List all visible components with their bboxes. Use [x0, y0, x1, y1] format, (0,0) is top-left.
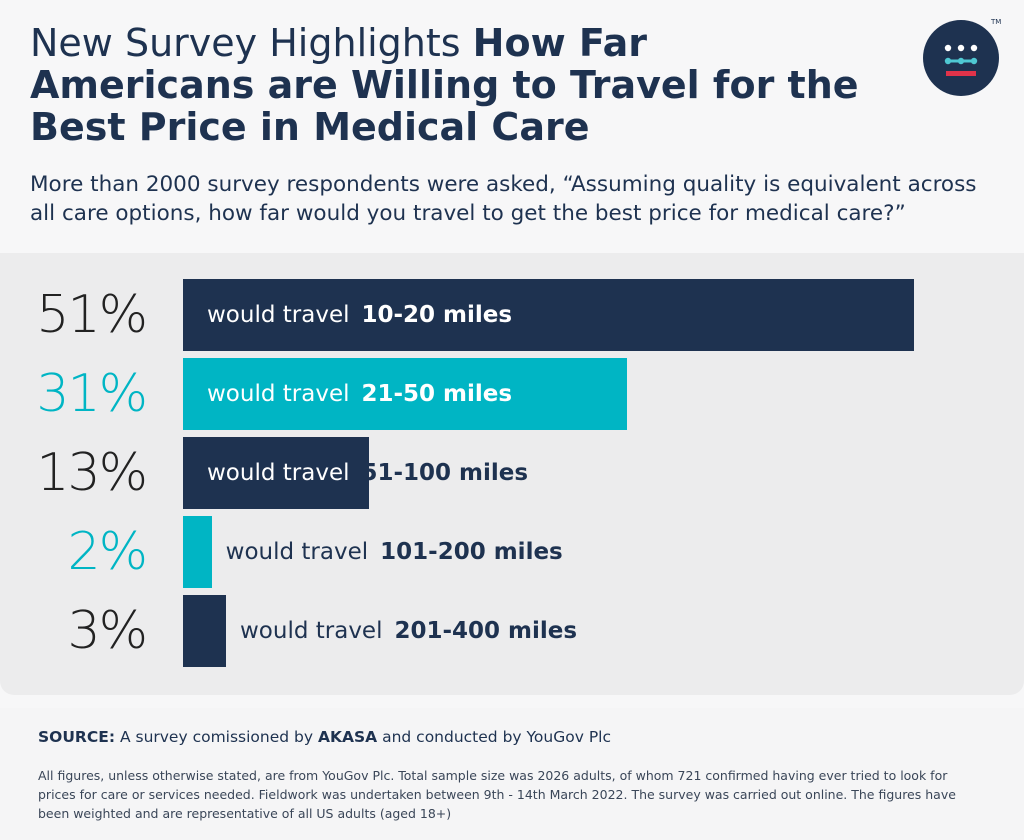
title-bold: How Far Americans are Willing to Travel …: [30, 21, 859, 149]
bar: [183, 595, 226, 667]
trademark: TM: [990, 18, 1001, 26]
percent-label: 2%: [67, 522, 149, 582]
percent-label: 3%: [67, 601, 149, 661]
bar-label: would travel 101-200 miles: [226, 516, 563, 588]
footnote: All figures, unless otherwise stated, ar…: [38, 768, 956, 821]
bar-label-category: 51-100 miles: [361, 460, 529, 486]
bar-label: would travel 10-20 miles: [207, 279, 512, 351]
bar-label: would travel 21-50 miles: [207, 358, 512, 430]
source-pre: A survey comissioned by: [115, 728, 318, 746]
percent-label: 51%: [36, 285, 148, 345]
bar-label-prefix: would travel: [207, 381, 350, 407]
bar-label-prefix: would travel: [225, 539, 369, 565]
bar-row: 3% would travel 201-400 miles: [0, 595, 1024, 667]
bar-label-category: 21-50 miles: [361, 381, 513, 407]
bar-label-category: 10-20 miles: [361, 302, 513, 328]
bar-label: would travel 51-100 miles: [207, 437, 528, 509]
bar-row: 2% would travel 101-200 miles: [0, 516, 1024, 588]
source-label: SOURCE:: [38, 728, 116, 746]
page-title: New Survey Highlights How Far Americans …: [30, 22, 880, 148]
bar: [183, 516, 212, 588]
bar: [183, 358, 628, 430]
bar: [183, 279, 914, 351]
percent-label: 13%: [36, 443, 148, 503]
akasa-logo-icon: TM: [923, 18, 1001, 96]
source-line: SOURCE: A survey comissioned by AKASA an…: [38, 728, 611, 746]
bar-row: 13% would travel 51-100 miles: [0, 437, 1024, 509]
title-light: New Survey Highlights: [30, 21, 473, 65]
bar-label-category: 201-400 miles: [394, 618, 578, 644]
bar-row: 51% would travel 10-20 miles: [0, 279, 1024, 351]
bar-label-prefix: would travel: [207, 460, 350, 486]
percent-label: 31%: [36, 364, 148, 424]
bar-row: 31% would travel 21-50 miles: [0, 358, 1024, 430]
footer: [0, 708, 1024, 840]
bar: [183, 437, 370, 509]
bar-label-category: 101-200 miles: [380, 539, 563, 565]
bar-label: would travel 201-400 miles: [240, 595, 577, 667]
bar-label-prefix: would travel: [207, 302, 350, 328]
bar-label-prefix: would travel: [239, 618, 383, 644]
source-post: and conducted by YouGov Plc: [377, 728, 611, 746]
subtitle: More than 2000 survey respondents were a…: [30, 172, 977, 226]
chart-panel: 51% would travel 10-20 miles 31% would trave…: [0, 253, 1024, 695]
source-brand: AKASA: [317, 728, 378, 746]
